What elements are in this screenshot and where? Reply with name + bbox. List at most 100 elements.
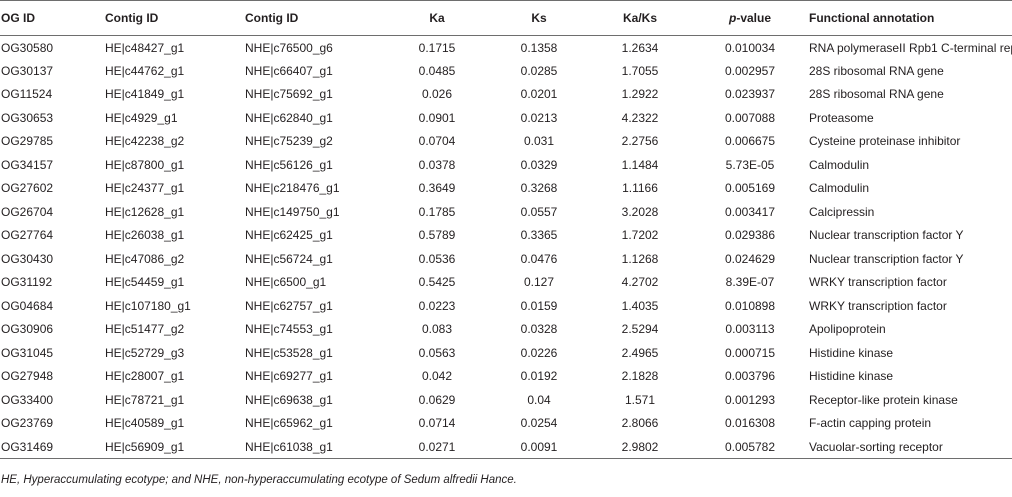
- cell-contig-id-he: HE|c40589_g1: [105, 416, 185, 431]
- cell-contig-id-nhe: NHE|c66407_g1: [245, 63, 333, 78]
- cell-ka-ks: 2.4965: [621, 345, 659, 360]
- cell-og-id: OG23769: [1, 416, 54, 431]
- cell-p-value: 5.73E-05: [725, 157, 775, 172]
- cell-ka-ks: 3.2028: [621, 204, 659, 219]
- cell-og-id: OG30653: [1, 110, 54, 125]
- cell-functional-annotation: Histidine kinase: [809, 369, 894, 384]
- cell-p-value: 0.000715: [724, 345, 776, 360]
- cell-ks: 0.0226: [520, 345, 558, 360]
- cell-ka-ks: 1.4035: [621, 298, 659, 313]
- cell-functional-annotation: WRKY transcription factor: [809, 275, 947, 290]
- cell-ks: 0.0476: [520, 251, 558, 266]
- cell-ka: 0.3649: [418, 181, 456, 196]
- cell-ka: 0.0378: [418, 157, 456, 172]
- cell-ks: 0.127: [523, 275, 555, 290]
- cell-functional-annotation: F-actin capping protein: [809, 416, 932, 431]
- cell-contig-id-he: HE|c52729_g3: [105, 345, 185, 360]
- cell-contig-id-he: HE|c12628_g1: [105, 204, 185, 219]
- table-row: OG27948 HE|c28007_g1 NHE|c69277_g1 0.042 0.0…: [0, 365, 1012, 389]
- table-row: OG30653 HE|c4929_g1 NHE|c62840_g1 0.0901 0.0…: [0, 106, 1012, 130]
- cell-ka: 0.0704: [418, 134, 456, 149]
- cell-p-value: 0.007088: [724, 110, 776, 125]
- cell-ka: 0.5789: [418, 228, 456, 243]
- cell-ka: 0.5425: [418, 275, 456, 290]
- cell-contig-id-he: HE|c47086_g2: [105, 251, 185, 266]
- cell-ks: 0.0329: [520, 157, 558, 172]
- cell-p-value: 0.002957: [724, 63, 776, 78]
- cell-p-value: 0.003417: [724, 204, 776, 219]
- cell-ks: 0.0557: [520, 204, 558, 219]
- cell-p-value: 0.010898: [724, 298, 776, 313]
- cell-ka: 0.0563: [418, 345, 456, 360]
- cell-ka-ks: 1.1166: [622, 181, 658, 196]
- cell-og-id: OG33400: [1, 392, 54, 407]
- cell-p-value: 0.005169: [724, 181, 776, 196]
- cell-og-id: OG30580: [1, 40, 54, 55]
- cell-ka-ks: 2.5294: [621, 322, 659, 337]
- header-p-suffix: -value: [736, 11, 772, 25]
- table-row: OG26704 HE|c12628_g1 NHE|c149750_g1 0.1785 0…: [0, 200, 1012, 224]
- cell-ks: 0.0254: [520, 416, 558, 431]
- table-header: OG ID Contig ID Contig ID Ka Ks Ka/Ks p-…: [0, 0, 1012, 36]
- cell-contig-id-he: HE|c87800_g1: [105, 157, 185, 172]
- table-row: OG31469 HE|c56909_g1 NHE|c61038_g1 0.0271 0.…: [0, 435, 1012, 459]
- cell-og-id: OG11524: [1, 87, 53, 102]
- cell-p-value: 0.029386: [724, 228, 776, 243]
- cell-p-value: 0.016308: [724, 416, 776, 431]
- cell-functional-annotation: 28S ribosomal RNA gene: [809, 63, 944, 78]
- cell-functional-annotation: Histidine kinase: [809, 345, 894, 360]
- table-footnote: HE, Hyperaccumulating ecotype; and NHE, …: [1, 474, 517, 486]
- cell-functional-annotation: Calmodulin: [809, 157, 870, 172]
- cell-contig-id-nhe: NHE|c62757_g1: [245, 298, 333, 313]
- cell-ka: 0.0485: [418, 63, 456, 78]
- cell-contig-id-nhe: NHE|c75692_g1: [245, 87, 333, 102]
- cell-ka: 0.042: [421, 369, 453, 384]
- cell-ks: 0.3365: [520, 228, 558, 243]
- cell-ka-ks: 1.571: [624, 392, 656, 407]
- cell-contig-id-he: HE|c4929_g1: [105, 110, 178, 125]
- cell-ka-ks: 1.1484: [621, 157, 659, 172]
- cell-functional-annotation: Apolipoprotein: [809, 322, 886, 337]
- cell-p-value: 0.006675: [724, 134, 776, 149]
- cell-ka-ks: 2.2756: [621, 134, 659, 149]
- cell-ks: 0.1358: [520, 40, 558, 55]
- cell-functional-annotation: Calmodulin: [809, 181, 870, 196]
- table-row: OG31192 HE|c54459_g1 NHE|c6500_g1 0.5425 0.1…: [0, 271, 1012, 295]
- cell-ka-ks: 4.2322: [621, 110, 659, 125]
- cell-ka: 0.1715: [418, 40, 456, 55]
- cell-contig-id-he: HE|c28007_g1: [105, 369, 185, 384]
- table-row: OG27602 HE|c24377_g1 NHE|c218476_g1 0.3649 0…: [0, 177, 1012, 201]
- cell-contig-id-nhe: NHE|c149750_g1: [245, 204, 340, 219]
- cell-p-value: 0.005782: [724, 439, 776, 454]
- cell-contig-id-he: HE|c54459_g1: [105, 275, 185, 290]
- cell-p-value: 8.39E-07: [725, 275, 775, 290]
- cell-functional-annotation: Vacuolar-sorting receptor: [809, 439, 943, 454]
- cell-contig-id-he: HE|c41849_g1: [105, 87, 185, 102]
- cell-og-id: OG26704: [1, 204, 54, 219]
- table-row: OG30137 HE|c44762_g1 NHE|c66407_g1 0.0485 0.…: [0, 59, 1012, 83]
- table-row: OG30906 HE|c51477_g2 NHE|c74553_g1 0.083 0.0…: [0, 318, 1012, 342]
- table-row: OG33400 HE|c78721_g1 NHE|c69638_g1 0.0629 0.…: [0, 388, 1012, 412]
- cell-contig-id-he: HE|c78721_g1: [105, 392, 185, 407]
- table-row: OG29785 HE|c42238_g2 NHE|c75239_g2 0.0704 0.…: [0, 130, 1012, 154]
- cell-ka-ks: 2.9802: [621, 439, 659, 454]
- header-ka: Ka: [429, 11, 445, 25]
- header-functional-annotation: Functional annotation: [809, 11, 935, 25]
- table-row: OG30430 HE|c47086_g2 NHE|c56724_g1 0.0536 0.…: [0, 247, 1012, 271]
- cell-ks: 0.031: [523, 134, 555, 149]
- cell-og-id: OG31192: [1, 275, 53, 290]
- header-p-italic: p: [728, 11, 737, 25]
- cell-og-id: OG27948: [1, 369, 54, 384]
- header-contig-id-he: Contig ID: [105, 11, 159, 25]
- cell-ka-ks: 4.2702: [621, 275, 659, 290]
- cell-functional-annotation: 28S ribosomal RNA gene: [809, 87, 944, 102]
- cell-p-value: 0.001293: [724, 392, 776, 407]
- cell-og-id: OG31469: [1, 439, 54, 454]
- header-ks: Ks: [531, 11, 547, 25]
- cell-contig-id-he: HE|c56909_g1: [105, 439, 185, 454]
- cell-p-value: 0.023937: [724, 87, 776, 102]
- cell-contig-id-nhe: NHE|c74553_g1: [245, 322, 333, 337]
- cell-ks: 0.04: [527, 392, 551, 407]
- header-ka-ks: Ka/Ks: [622, 11, 657, 25]
- cell-ka-ks: 1.2922: [621, 87, 659, 102]
